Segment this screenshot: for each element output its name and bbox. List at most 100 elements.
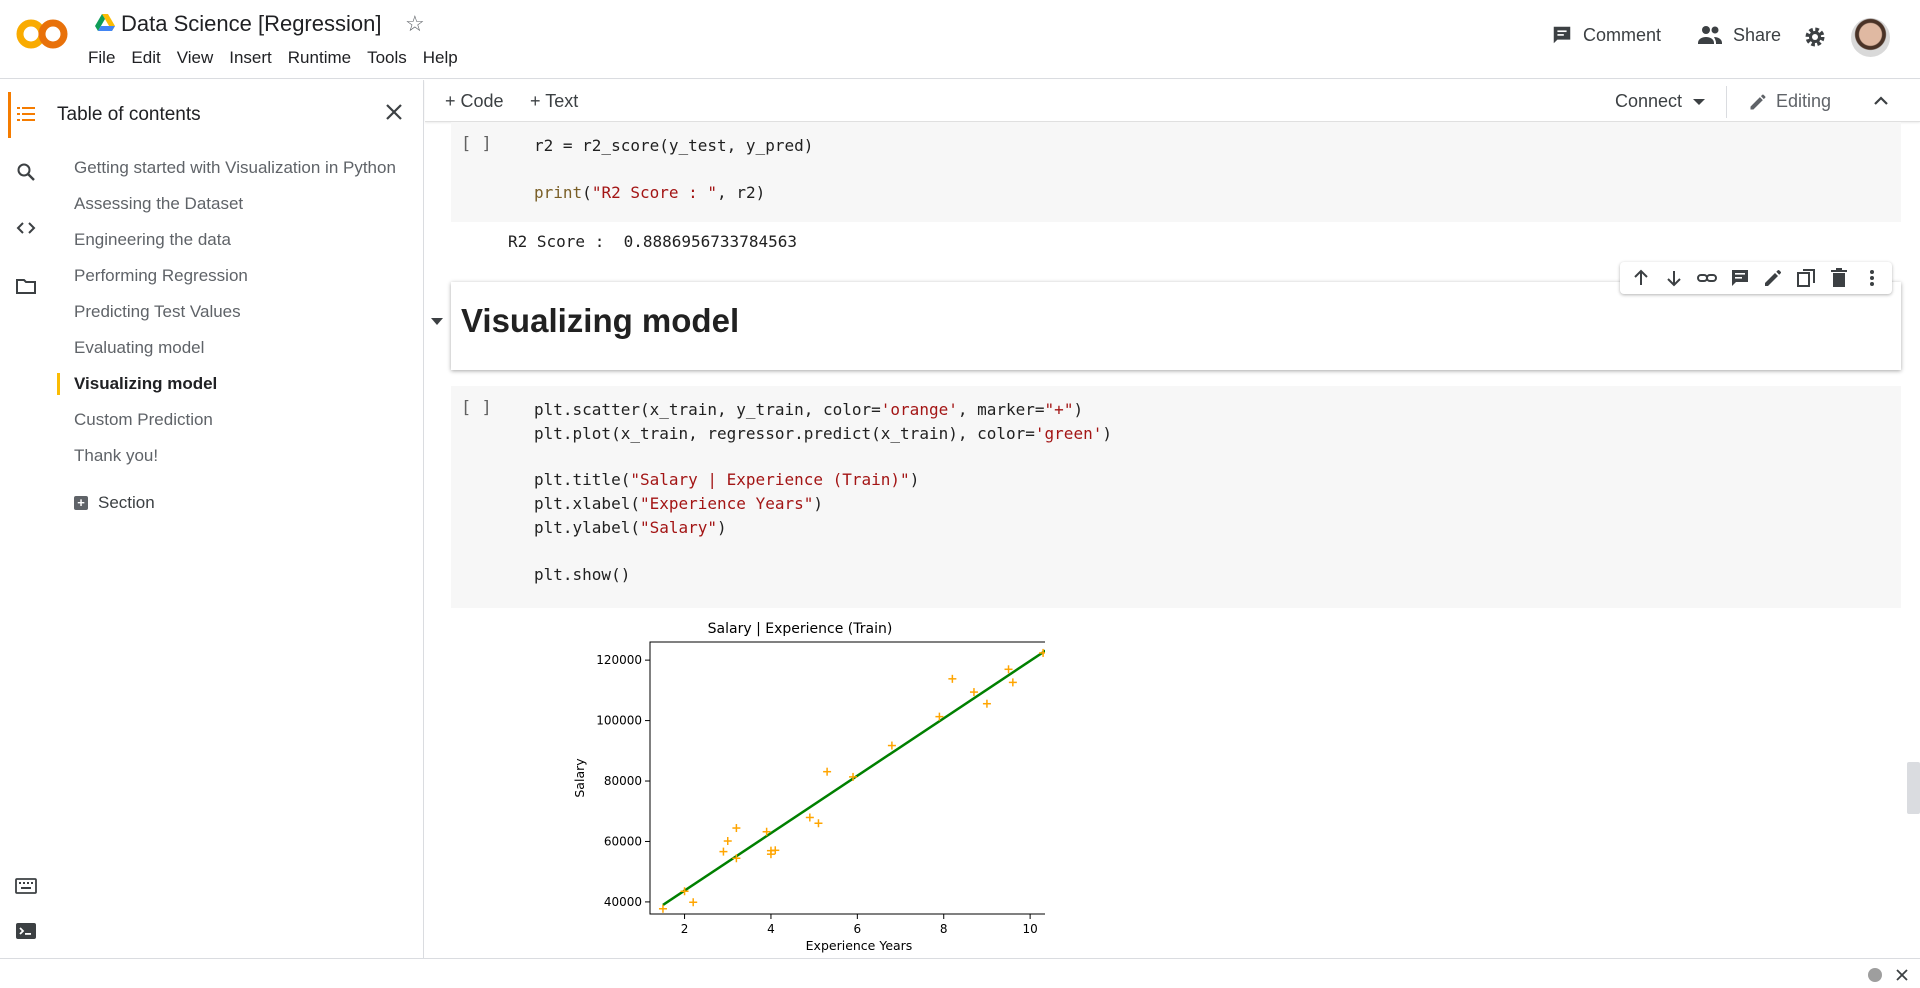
folder-icon[interactable] [14, 274, 38, 298]
scrollbar-thumb[interactable] [1907, 762, 1920, 814]
toc-item[interactable]: Engineering the data [74, 230, 231, 249]
people-icon [1698, 26, 1722, 44]
data-point [723, 837, 732, 846]
toc-item-active[interactable]: Visualizing model [74, 374, 218, 393]
chevron-up-icon[interactable] [1870, 90, 1892, 112]
share-button[interactable]: Share [1697, 24, 1781, 46]
scatter-series [658, 648, 1045, 913]
data-point [732, 824, 741, 833]
menu-runtime[interactable]: Runtime [287, 48, 352, 67]
menu-insert[interactable]: Insert [229, 48, 272, 67]
command-palette-icon[interactable] [14, 874, 38, 898]
connect-button[interactable]: Connect [1615, 91, 1683, 111]
document-title[interactable]: Data Science [Regression] [121, 11, 382, 36]
data-point [1008, 678, 1017, 687]
plus-box-icon: + [74, 496, 88, 510]
share-label: Share [1733, 24, 1782, 45]
data-point [658, 904, 667, 913]
x-tick-label: 8 [940, 922, 948, 936]
regression-line-series [662, 649, 1045, 906]
app-header: Data Science [Regression] ☆ File Edit Vi… [0, 0, 1920, 79]
toc-active-indicator [57, 373, 60, 395]
toc-item[interactable]: Getting started with Visualization in Py… [74, 158, 396, 177]
menu-tools[interactable]: Tools [367, 48, 407, 67]
notebook-area: [ ] r2 = r2_score(y_test, y_pred) print(… [425, 122, 1920, 958]
pencil-icon[interactable] [1762, 267, 1784, 289]
toc-title: Table of contents [57, 104, 201, 125]
pencil-icon [1750, 94, 1766, 109]
terminal-icon[interactable] [14, 919, 38, 943]
code-snippets-icon[interactable] [14, 216, 38, 240]
comment-icon[interactable] [1729, 267, 1751, 289]
comment-label: Comment [1583, 24, 1662, 45]
delete-icon[interactable] [1828, 267, 1850, 289]
close-icon[interactable] [1894, 967, 1910, 983]
data-point [935, 712, 944, 721]
code-line: print("R2 Score : ", r2) [534, 183, 766, 202]
y-axis: 40000 60000 80000 100000 120000 [596, 653, 650, 909]
data-point [814, 819, 823, 828]
toc-item[interactable]: Thank you! [74, 446, 159, 465]
x-tick-label: 10 [1022, 922, 1037, 936]
x-tick-label: 4 [767, 922, 775, 936]
toc-item[interactable]: Custom Prediction [74, 410, 213, 429]
mirror-cell-icon[interactable] [1795, 267, 1817, 289]
toc-item[interactable]: Assessing the Dataset [74, 194, 244, 213]
star-icon[interactable]: ☆ [405, 11, 425, 36]
link-icon[interactable] [1696, 267, 1718, 289]
data-point [1039, 648, 1045, 657]
cell-toolbar [1620, 262, 1892, 294]
search-icon[interactable] [14, 160, 38, 184]
gear-icon[interactable] [1803, 25, 1827, 49]
comment-button[interactable]: Comment [1551, 24, 1661, 46]
x-axis: 2 4 6 8 10 [681, 914, 1038, 936]
data-point [689, 898, 698, 907]
arrow-down-icon[interactable] [1663, 267, 1685, 289]
status-indicator-icon [1868, 968, 1882, 982]
data-point [771, 846, 780, 855]
x-axis-label: Experience Years [806, 938, 913, 953]
y-tick-label: 120000 [596, 653, 642, 667]
status-bar [0, 958, 1920, 988]
arrow-up-icon[interactable] [1630, 267, 1652, 289]
code-cell[interactable]: [ ] plt.scatter(x_train, y_train, color=… [451, 386, 1901, 608]
plot-frame [649, 641, 1045, 915]
divider [1726, 86, 1727, 118]
menu-file[interactable]: File [88, 48, 116, 67]
add-code-button[interactable]: + Code [445, 91, 504, 111]
collapse-section-icon[interactable] [431, 318, 443, 325]
add-text-button[interactable]: + Text [530, 91, 579, 111]
data-point [719, 847, 728, 856]
y-tick-label: 100000 [596, 714, 642, 728]
editing-label: Editing [1776, 91, 1832, 111]
scatter-plot: Salary | Experience (Train) 40000 60000 80… [572, 621, 1045, 953]
google-drive-icon[interactable] [95, 14, 115, 32]
text-cell[interactable]: Visualizing model [451, 282, 1901, 370]
data-point [948, 674, 957, 683]
data-point [849, 772, 858, 781]
run-cell-button[interactable]: [ ] [461, 134, 492, 154]
run-cell-button[interactable]: [ ] [461, 398, 492, 418]
caret-down-icon[interactable] [1693, 99, 1705, 105]
toc-item[interactable]: Predicting Test Values [74, 302, 241, 321]
add-section-button[interactable]: + Section [74, 493, 155, 513]
data-point [969, 688, 978, 697]
avatar[interactable] [1851, 18, 1890, 57]
table-of-contents-icon[interactable] [14, 102, 38, 126]
toc-item[interactable]: Performing Regression [74, 266, 248, 285]
colab-logo[interactable] [16, 14, 70, 54]
editing-mode-button[interactable]: Editing [1748, 91, 1831, 112]
more-vert-icon[interactable] [1861, 267, 1883, 289]
data-point [732, 854, 741, 863]
data-point [805, 813, 814, 822]
toc-item[interactable]: Evaluating model [74, 338, 205, 357]
menu-edit[interactable]: Edit [131, 48, 161, 67]
code-cell[interactable]: [ ] r2 = r2_score(y_test, y_pred) print(… [451, 122, 1901, 222]
close-icon[interactable] [380, 98, 408, 126]
section-heading: Visualizing model [461, 302, 740, 339]
data-point [1004, 665, 1013, 674]
side-rail [0, 80, 48, 958]
menu-view[interactable]: View [176, 48, 214, 67]
data-point [823, 767, 832, 776]
menu-help[interactable]: Help [422, 48, 458, 67]
